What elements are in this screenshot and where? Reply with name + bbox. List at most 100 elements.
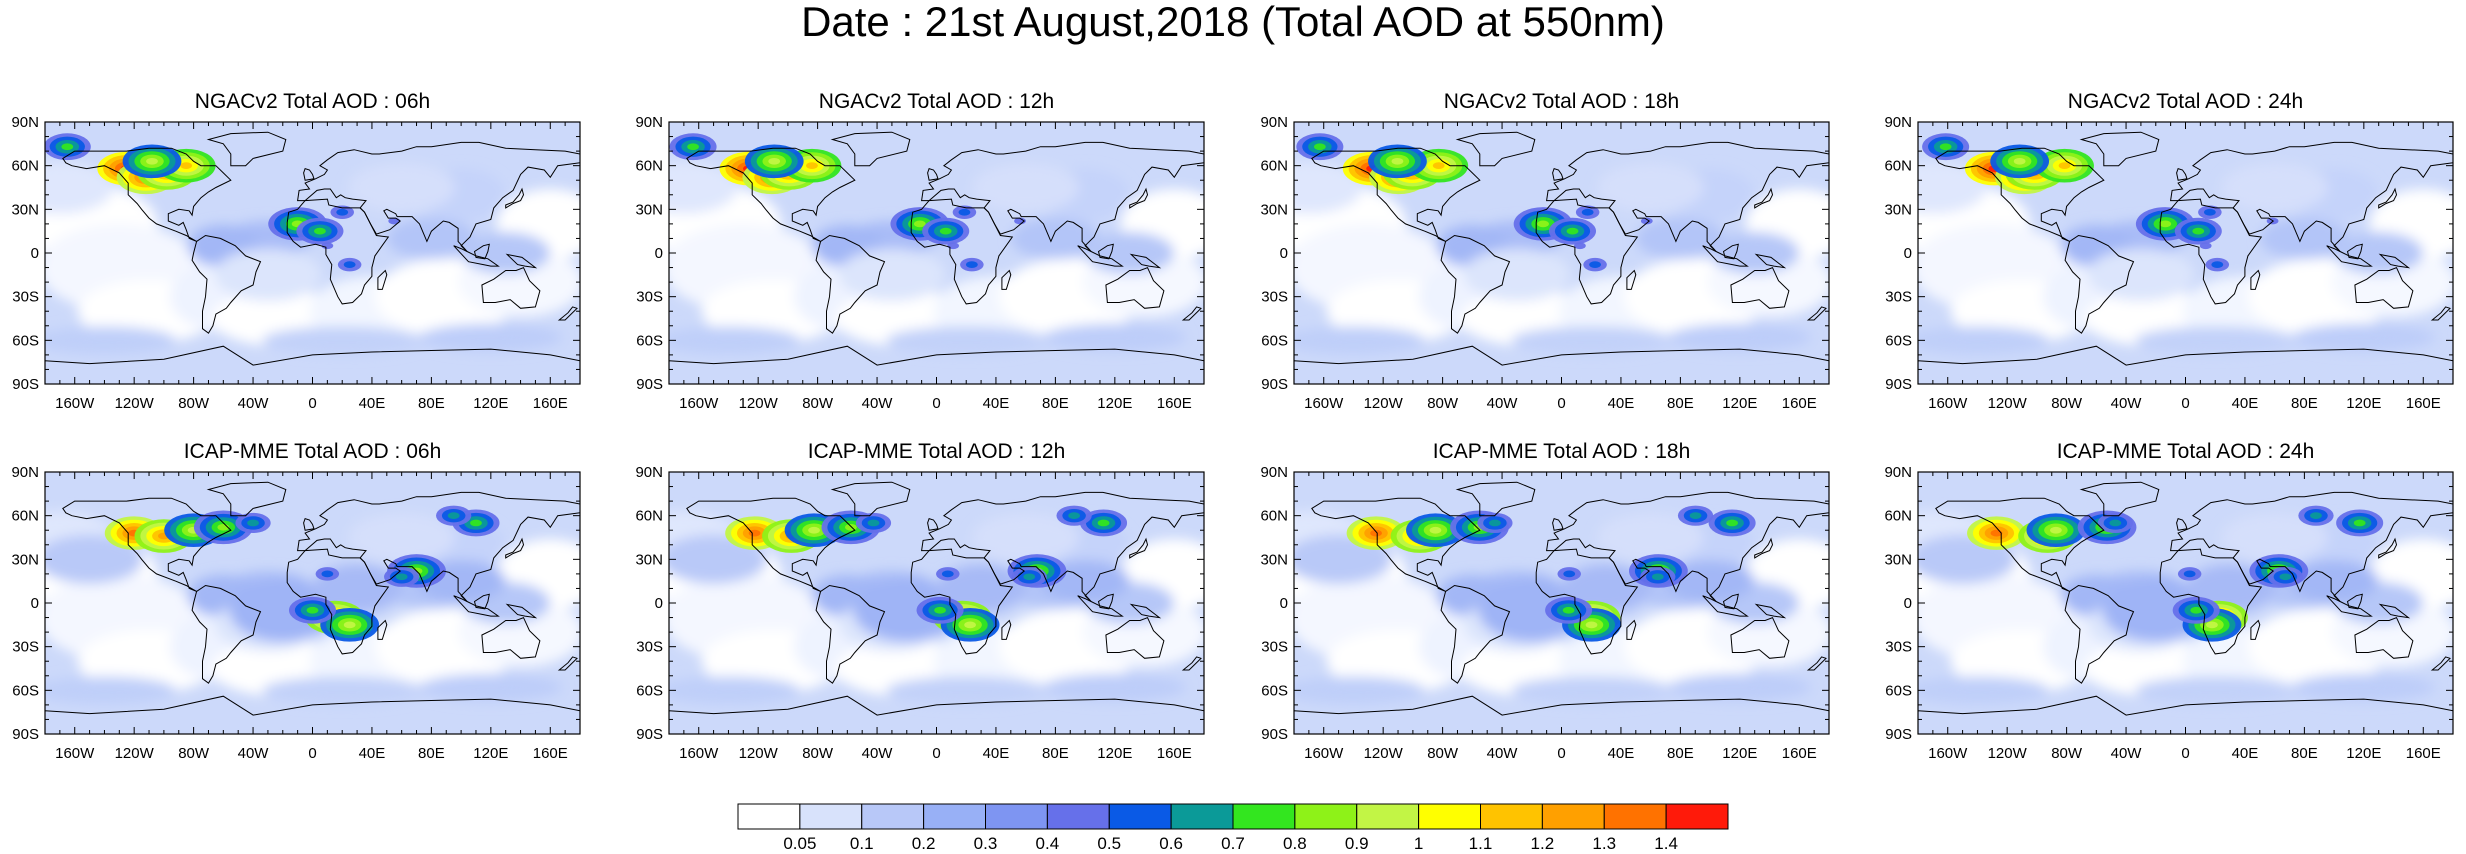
map-svg: 160W 120W 80W 40W 0 40E 80E 120E 160E 90N 60N 30N 0 3…: [11, 464, 581, 762]
haze-patch: [1463, 248, 1571, 302]
colorbar-swatch: [1108, 803, 1172, 830]
x-tick-label: 0: [1557, 745, 1565, 762]
x-tick-label: 80W: [2051, 745, 2083, 762]
map-svg: 160W 120W 80W 40W 0 40E 80E 120E 160E 90N 60N 30N 0 3…: [635, 464, 1205, 762]
coastline-borneo: [1097, 593, 1114, 610]
coastline-australia: [2354, 616, 2414, 659]
coastline-eurasia: [297, 491, 580, 602]
y-tick-label: 90S: [636, 376, 663, 393]
coastline-antarctica: [1294, 695, 1829, 734]
y-tick-label: 0: [1904, 245, 1912, 262]
colorbar-swatch: [799, 803, 863, 830]
coastline-indonesia: [1077, 245, 1124, 267]
coastline-madagascar: [1001, 269, 1012, 290]
haze-patch: [2292, 673, 2436, 702]
panel-title: NGACv2 Total AOD : 12h: [818, 90, 1055, 113]
x-tick-label: 120E: [2346, 745, 2381, 762]
x-tick-label: 40E: [2232, 395, 2259, 412]
x-tick-label: 120W: [1364, 395, 1404, 412]
aod-hotspot: [1489, 519, 1501, 527]
coastline-new-zealand: [1181, 656, 1202, 671]
axis-ticks: [1293, 471, 1830, 735]
haze-patch: [1478, 578, 1586, 642]
x-tick-label: 40W: [2111, 745, 2143, 762]
coastline-borneo: [473, 243, 490, 260]
x-tick-label: 40E: [359, 395, 386, 412]
haze-patch: [1294, 676, 1425, 705]
aod-hotspot: [768, 157, 781, 165]
colorbar-label: 0.4: [1036, 834, 1060, 851]
colorbar-label: 0.6: [1159, 834, 1183, 851]
y-tick-label: 90S: [12, 726, 39, 743]
haze-patch: [838, 248, 946, 302]
coastline-japan: [505, 537, 525, 559]
x-tick-label: 120E: [1722, 395, 1757, 412]
x-tick-label: 120W: [739, 745, 779, 762]
coastline-japan: [1754, 537, 1774, 559]
x-tick-label: 160W: [1928, 745, 1968, 762]
x-tick-label: 120W: [739, 395, 779, 412]
coastline-africa: [2159, 548, 2263, 655]
coastline-eurasia: [1546, 491, 1829, 602]
aod-hotspot: [2183, 570, 2196, 578]
x-tick-label: 120E: [473, 745, 508, 762]
coastlines: [1918, 481, 2453, 734]
coastline-australia: [481, 266, 541, 309]
coastline-north-america: [1935, 497, 2105, 592]
y-tick-label: 90S: [636, 726, 663, 743]
x-tick-label: 80W: [1427, 395, 1459, 412]
x-tick-label: 80E: [2291, 745, 2318, 762]
aod-field: [669, 472, 1204, 734]
haze-patch: [2102, 578, 2210, 642]
aod-hotspot: [470, 519, 482, 527]
coastline-greenland: [2079, 481, 2160, 517]
colorbar-swatch: [1294, 803, 1358, 830]
coastline-africa: [286, 198, 390, 305]
haze-patch: [1510, 676, 1672, 705]
map-svg: 160W 120W 80W 40W 0 40E 80E 120E 160E 90N 60N 30N 0 3…: [1884, 464, 2454, 762]
x-tick-label: 40E: [983, 745, 1010, 762]
haze-patch: [1597, 513, 1705, 562]
aod-hotspot: [913, 220, 926, 228]
y-tick-label: 60S: [636, 682, 663, 699]
x-tick-label: 80E: [418, 745, 445, 762]
x-tick-label: 120W: [1988, 395, 2028, 412]
colorbar-swatch: [1418, 803, 1481, 830]
y-tick-label: 30S: [1885, 639, 1912, 656]
panel-title: NGACv2 Total AOD : 06h: [194, 90, 431, 113]
coastline-uk: [1552, 517, 1564, 531]
aod-haze: [45, 161, 580, 355]
coastline-antarctica: [1294, 345, 1829, 384]
x-tick-label: 0: [2181, 395, 2189, 412]
aod-hotspot: [1023, 573, 1036, 581]
coastline-north-america: [686, 147, 856, 242]
x-tick-label: 160W: [1928, 395, 1968, 412]
coastline-new-zealand: [2430, 656, 2451, 671]
axis-ticks: [668, 471, 1205, 735]
haze-patch: [972, 513, 1080, 562]
coastline-australia: [1105, 616, 1165, 659]
y-tick-label: 60S: [1885, 332, 1912, 349]
aod-hotspot: [447, 512, 460, 520]
coastline-japan: [1129, 187, 1149, 209]
aod-hotspot: [2206, 621, 2218, 629]
axis-ticks: [668, 121, 1205, 385]
coastline-new-zealand: [1806, 306, 1827, 321]
coastline-madagascar: [377, 619, 388, 640]
x-tick-label: 160E: [533, 395, 568, 412]
coastline-madagascar: [1626, 619, 1637, 640]
coastline-south-america: [815, 584, 886, 684]
y-tick-label: 30N: [635, 551, 663, 568]
x-tick-label: 80W: [178, 395, 210, 412]
map-svg: 160W 120W 80W 40W 0 40E 80E 120E 160E 90N 60N 30N 0 3…: [1260, 114, 1830, 412]
aod-hotspot: [1589, 261, 1601, 269]
coastline-eurasia: [1546, 141, 1829, 252]
coastline-australia: [1730, 616, 1790, 659]
y-tick-label: 60N: [1260, 158, 1288, 175]
x-tick-label: 120E: [1097, 745, 1132, 762]
aod-field: [1918, 472, 2453, 734]
coastline-south-america: [1440, 234, 1511, 334]
panel-title: NGACv2 Total AOD : 18h: [1443, 90, 1680, 113]
aod-hotspot: [1562, 606, 1575, 614]
aod-hotspot: [388, 217, 401, 225]
